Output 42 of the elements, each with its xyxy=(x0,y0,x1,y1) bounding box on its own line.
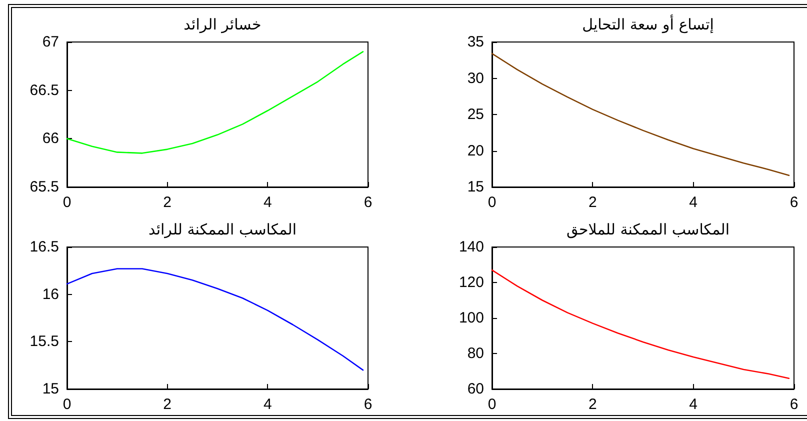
y-tick-label: 20 xyxy=(467,142,484,160)
chart-title: المكاسب الممكنة للملاحق xyxy=(566,220,730,238)
x-tick-label: 4 xyxy=(263,194,272,211)
x-tick-label: 0 xyxy=(62,194,72,211)
y-tick-label: 15 xyxy=(42,380,59,398)
y-tick-label: 66.5 xyxy=(30,82,59,99)
line-series xyxy=(491,269,790,379)
y-tick-label: 16.5 xyxy=(30,238,59,256)
x-tick-label: 2 xyxy=(588,396,597,413)
y-tick-label: 100 xyxy=(458,310,484,326)
x-tick-label: 4 xyxy=(689,396,698,413)
x-tick-label: 2 xyxy=(588,194,597,211)
y-tick-label: 25 xyxy=(467,106,484,123)
x-tick-label: 6 xyxy=(364,396,372,413)
x-tick-label: 6 xyxy=(790,396,798,413)
y-tick-label: 80 xyxy=(467,345,484,362)
line-series xyxy=(491,52,790,176)
y-tick-label: 15.5 xyxy=(30,333,59,350)
x-tick-label: 0 xyxy=(62,396,72,413)
x-tick-label: 4 xyxy=(689,194,698,211)
y-tick-label: 65.5 xyxy=(30,178,59,196)
y-tick-label: 120 xyxy=(458,274,484,291)
y-tick-label: 30 xyxy=(467,70,484,87)
x-tick-label: 0 xyxy=(488,396,496,413)
y-tick-label: 66 xyxy=(42,130,59,148)
x-tick-label: 2 xyxy=(163,396,172,413)
y-tick-label: 140 xyxy=(458,238,484,256)
line-series xyxy=(66,51,364,154)
line-series xyxy=(66,268,364,371)
y-tick-label: 16 xyxy=(42,286,59,303)
x-tick-label: 4 xyxy=(263,396,272,413)
chart-title: خسائر الرائد xyxy=(184,16,262,34)
x-tick-label: 6 xyxy=(364,194,372,211)
chart-title: إتساع أو سعة التحايل xyxy=(582,14,714,34)
y-tick-label: 67 xyxy=(42,34,59,50)
x-tick-label: 6 xyxy=(790,194,798,211)
chart-title: المكاسب الممكنة للرائد xyxy=(148,220,297,238)
y-tick-label: 15 xyxy=(467,178,484,196)
x-tick-label: 2 xyxy=(163,194,172,211)
y-tick-label: 60 xyxy=(467,380,484,398)
y-tick-label: 35 xyxy=(467,34,484,50)
x-tick-label: 0 xyxy=(488,194,496,211)
